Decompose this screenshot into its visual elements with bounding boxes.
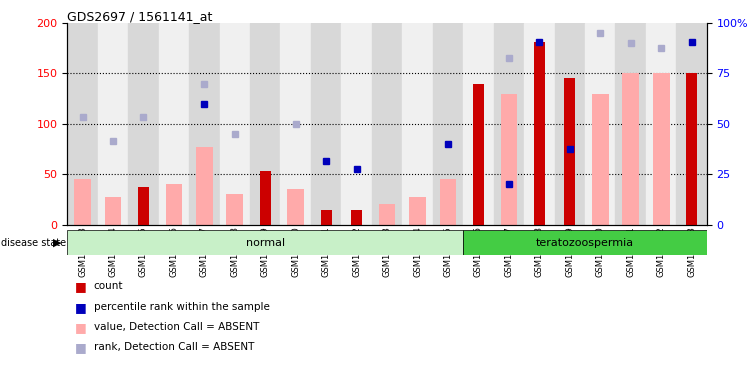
Bar bbox=[159, 23, 189, 225]
Bar bbox=[554, 23, 585, 225]
Bar bbox=[534, 42, 545, 225]
Bar bbox=[653, 73, 669, 225]
Text: ■: ■ bbox=[75, 321, 87, 334]
Text: percentile rank within the sample: percentile rank within the sample bbox=[94, 302, 269, 312]
Bar bbox=[592, 94, 609, 225]
Bar bbox=[409, 197, 426, 225]
Bar bbox=[196, 147, 212, 225]
Bar bbox=[128, 23, 159, 225]
Bar bbox=[646, 23, 676, 225]
Bar bbox=[433, 23, 463, 225]
Text: ▶: ▶ bbox=[53, 238, 61, 248]
Bar bbox=[260, 171, 271, 225]
Text: disease state: disease state bbox=[1, 238, 66, 248]
Bar bbox=[463, 230, 707, 255]
Bar bbox=[473, 84, 484, 225]
Bar bbox=[165, 184, 183, 225]
Bar bbox=[321, 210, 331, 225]
Bar bbox=[622, 73, 639, 225]
Bar bbox=[67, 230, 463, 255]
Text: count: count bbox=[94, 281, 123, 291]
Bar bbox=[138, 187, 149, 225]
Text: teratozoospermia: teratozoospermia bbox=[536, 238, 634, 248]
Bar bbox=[250, 23, 280, 225]
Bar bbox=[227, 194, 243, 225]
Bar bbox=[280, 23, 311, 225]
Bar bbox=[463, 23, 494, 225]
Bar bbox=[378, 205, 396, 225]
Bar bbox=[687, 73, 697, 225]
Bar bbox=[105, 197, 121, 225]
Bar bbox=[494, 23, 524, 225]
Bar bbox=[352, 210, 362, 225]
Text: normal: normal bbox=[245, 238, 285, 248]
Bar bbox=[220, 23, 250, 225]
Text: value, Detection Call = ABSENT: value, Detection Call = ABSENT bbox=[94, 322, 259, 332]
Bar bbox=[287, 189, 304, 225]
Bar bbox=[189, 23, 220, 225]
Bar bbox=[676, 23, 707, 225]
Bar bbox=[440, 179, 456, 225]
Bar bbox=[585, 23, 616, 225]
Bar bbox=[341, 23, 372, 225]
Bar bbox=[311, 23, 341, 225]
Bar bbox=[524, 23, 554, 225]
Text: GDS2697 / 1561141_at: GDS2697 / 1561141_at bbox=[67, 10, 212, 23]
Text: rank, Detection Call = ABSENT: rank, Detection Call = ABSENT bbox=[94, 342, 254, 352]
Bar bbox=[616, 23, 646, 225]
Bar bbox=[500, 94, 518, 225]
Text: ■: ■ bbox=[75, 280, 87, 293]
Bar bbox=[98, 23, 128, 225]
Bar bbox=[74, 179, 91, 225]
Bar bbox=[565, 78, 575, 225]
Bar bbox=[67, 23, 98, 225]
Text: ■: ■ bbox=[75, 301, 87, 314]
Text: ■: ■ bbox=[75, 341, 87, 354]
Bar bbox=[372, 23, 402, 225]
Bar bbox=[402, 23, 433, 225]
